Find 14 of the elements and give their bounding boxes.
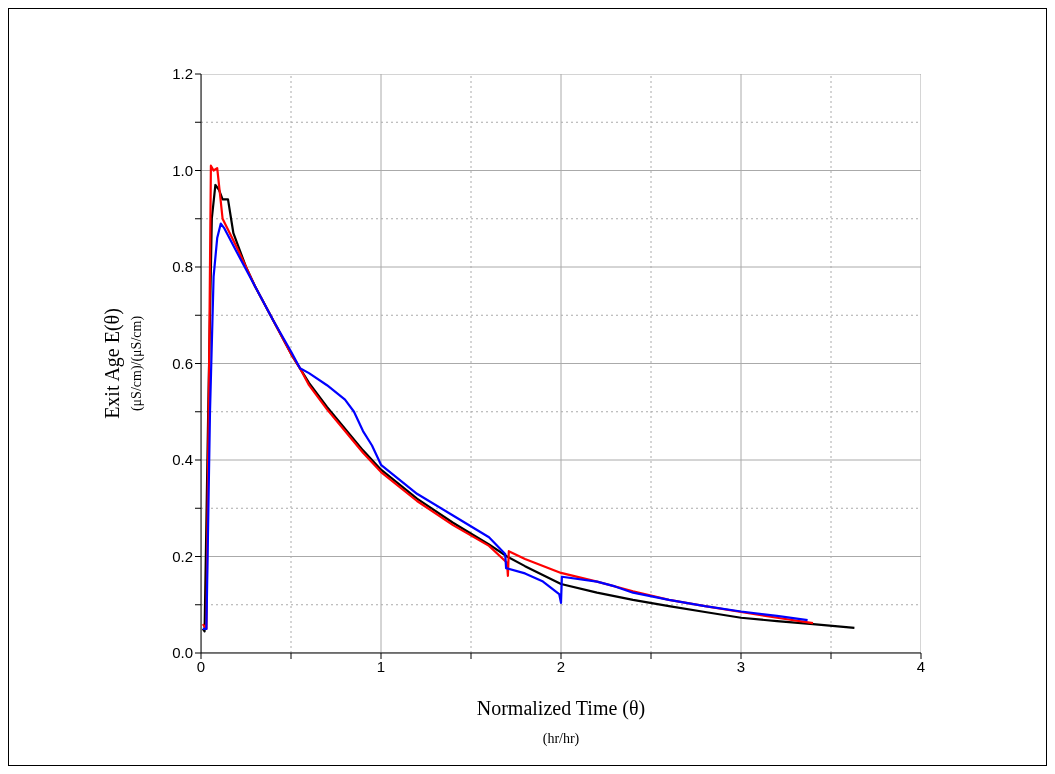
x-tick-label: 2 (556, 657, 566, 675)
x-axis-title: Normalized Time (θ) (hr/hr) (476, 697, 646, 747)
y-axis-title: Exit Age E(θ) (μS/cm)/(μS/cm) (101, 308, 145, 419)
text: 0.0 (172, 644, 193, 662)
x-tick-label: 3 (736, 657, 746, 675)
x-tick-label: 1 (376, 657, 386, 675)
y-tick-label: 0.6 (172, 354, 193, 372)
y-tick-label: 1.2 (172, 65, 193, 83)
y-tick-label: 0.2 (172, 547, 193, 565)
y-tick-label: 0.4 (172, 451, 193, 469)
x-tick-label: 4 (916, 657, 926, 675)
y-tick-label: 0.8 (172, 258, 193, 276)
y-tick-label: 1.0 (172, 161, 193, 179)
x-tick-label: 0 (196, 657, 206, 675)
